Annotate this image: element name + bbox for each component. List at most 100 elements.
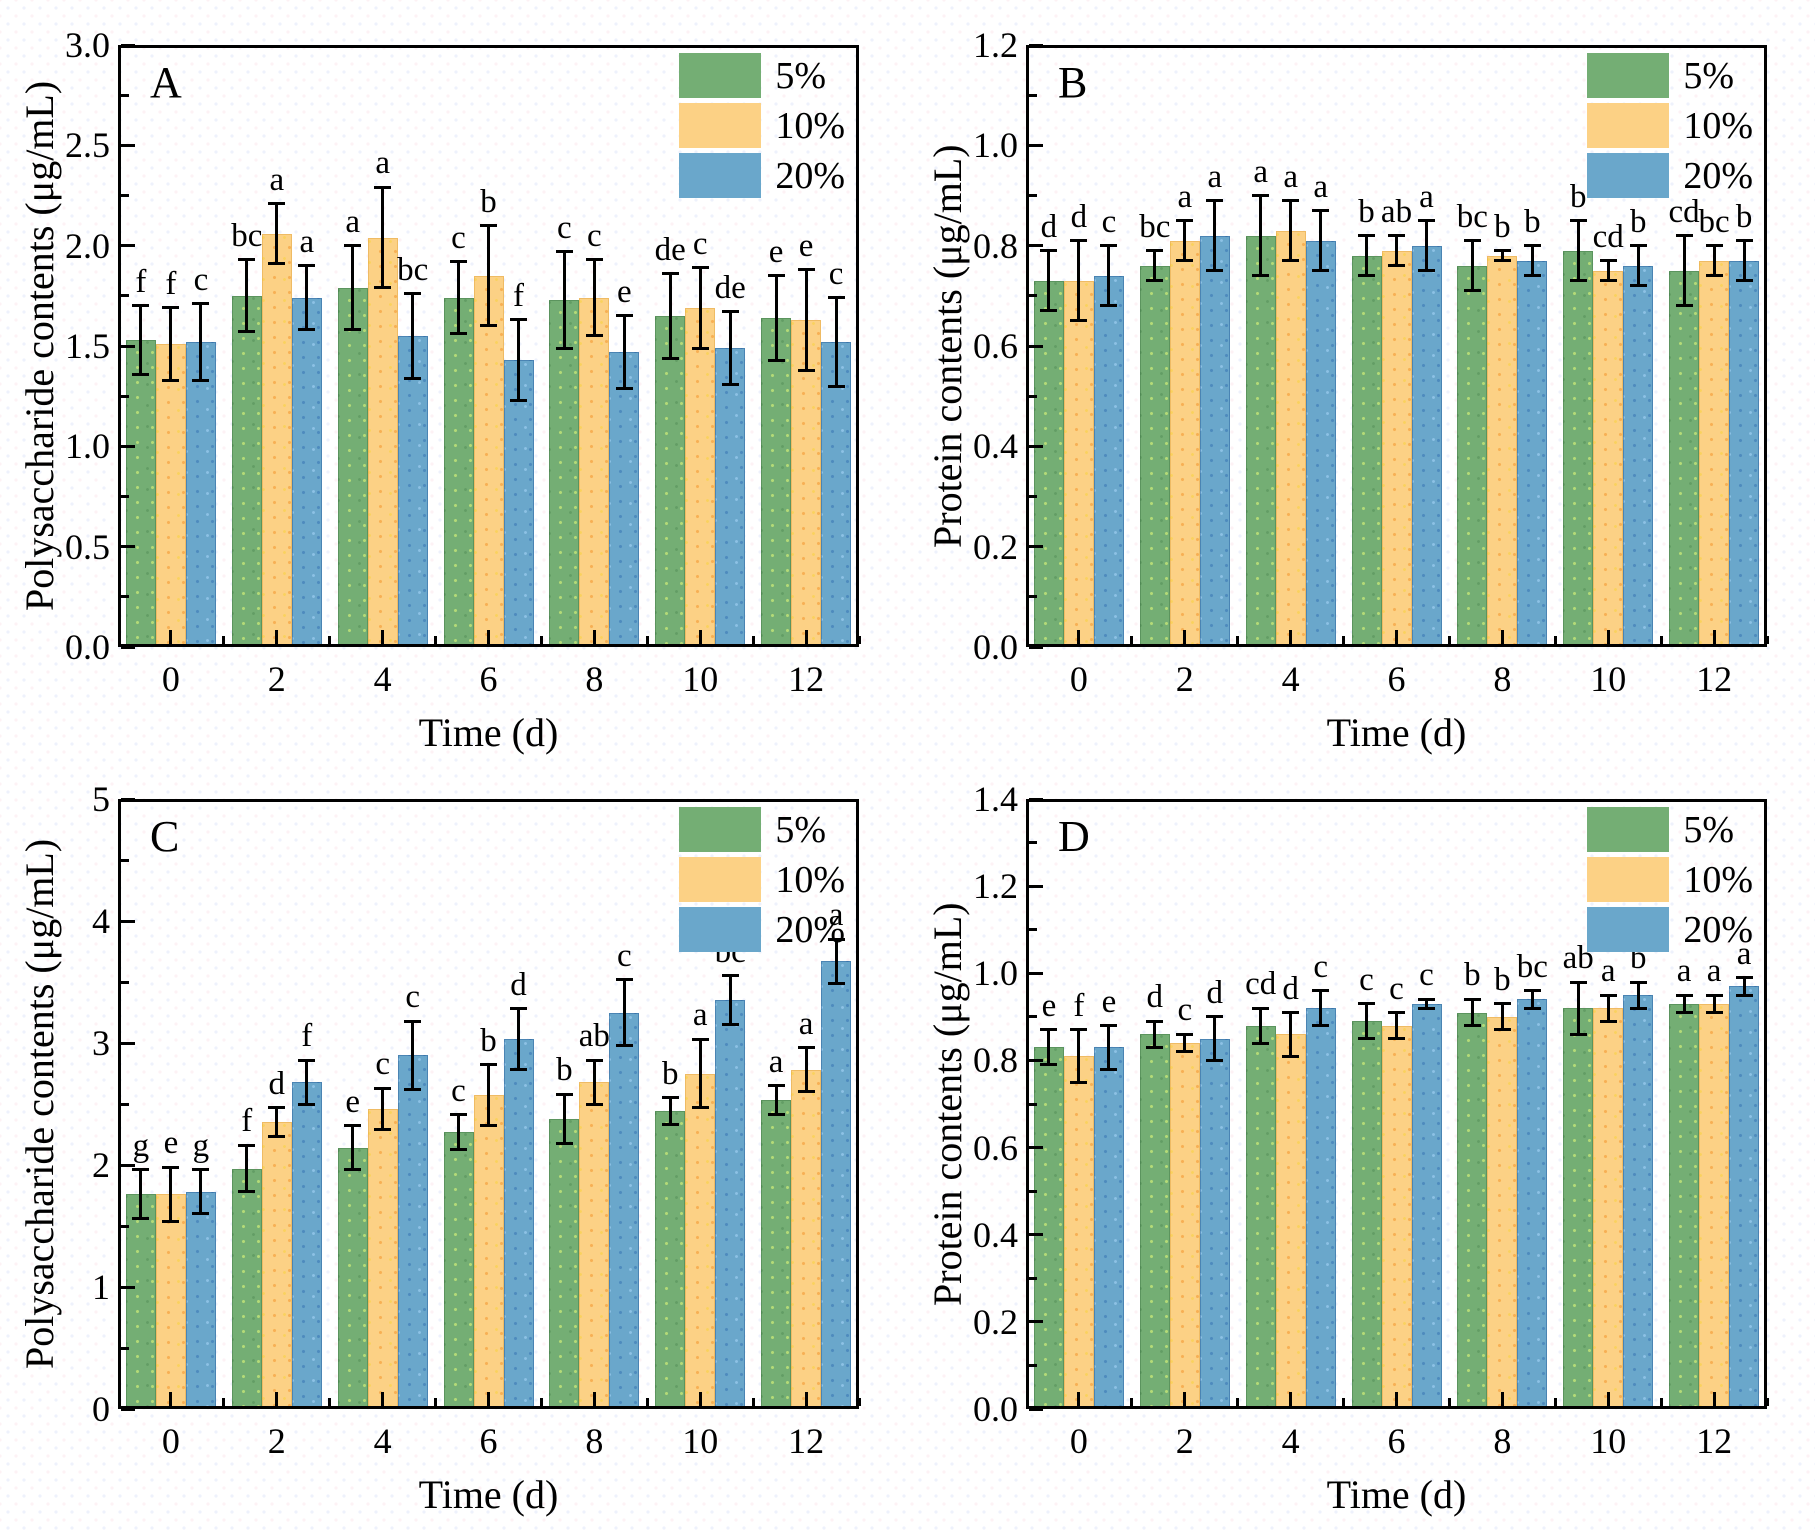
error-bar-cap-bottom <box>1070 319 1088 323</box>
x-major-tick <box>698 630 702 644</box>
error-bar-cap-bottom <box>1388 264 1405 268</box>
y-major-tick <box>1029 244 1043 248</box>
y-tick-label: 0 <box>92 1389 110 1429</box>
error-bar-cap-bottom <box>1312 269 1330 273</box>
bar-20%-day4 <box>1305 240 1336 647</box>
significance-letter: g <box>192 1127 210 1164</box>
bar-20%-day4 <box>1305 1008 1336 1409</box>
bar-20%-day2 <box>291 297 322 647</box>
error-bar <box>517 319 520 401</box>
y-tick-label: 2 <box>92 1145 110 1185</box>
y-minor-tick <box>1029 1363 1037 1367</box>
significance-letter: a <box>1207 158 1223 195</box>
x-tick-label: 6 <box>479 1421 498 1461</box>
x-major-tick <box>1500 1392 1504 1406</box>
bar-5%-day0 <box>125 1194 156 1409</box>
error-bar-cap-bottom <box>268 262 286 266</box>
significance-letter: e <box>617 273 632 310</box>
bar-20%-day12 <box>1729 986 1760 1409</box>
x-tick-label: 6 <box>1387 659 1406 699</box>
bar-20%-day2 <box>291 1082 322 1409</box>
x-minor-tick <box>1765 1398 1769 1406</box>
significance-letter: d <box>510 966 527 1003</box>
legend-swatch-5% <box>679 807 762 852</box>
significance-letter: d <box>1282 970 1299 1007</box>
legend-item-20%: 20% <box>1587 907 1753 952</box>
error-bar-cap-top <box>585 1058 603 1062</box>
significance-letter: cd <box>1592 218 1624 255</box>
error-bar-cap-bottom <box>1675 304 1693 308</box>
bar-5%-day0 <box>125 339 156 647</box>
error-bar-cap-top <box>1463 239 1481 243</box>
bar-5%-day2 <box>231 1168 262 1409</box>
error-bar <box>1183 220 1187 261</box>
error-bar-cap-bottom <box>661 356 679 360</box>
error-bar-cap-top <box>480 224 497 228</box>
bar-10%-day2 <box>1169 240 1200 647</box>
x-major-tick <box>1606 630 1610 644</box>
y-minor-tick <box>1029 1276 1037 1280</box>
significance-letter: de <box>654 231 686 268</box>
error-bar-cap-bottom <box>162 1219 180 1223</box>
legend-item-5%: 5% <box>1587 53 1753 98</box>
bar-5%-day6 <box>443 297 474 647</box>
error-bar <box>774 1085 778 1115</box>
error-bar-cap-bottom <box>1418 269 1435 273</box>
significance-letter: e <box>163 1125 179 1162</box>
error-bar-cap-top <box>132 304 150 308</box>
bar-5%-day6 <box>443 1132 474 1409</box>
error-bar-cap-top <box>1146 1019 1164 1023</box>
y-major-tick <box>1029 971 1043 975</box>
error-bar-cap-bottom <box>192 1212 210 1216</box>
plot-area-d: D e d cd c b ab a f c d c b a a e d c c bc b a 5% 10% 20% <box>1026 797 1769 1411</box>
error-bar <box>169 1167 173 1222</box>
significance-letter: c <box>692 225 708 262</box>
x-minor-tick <box>1553 1398 1557 1406</box>
significance-letter: a <box>1600 953 1616 990</box>
error-bar-cap-bottom <box>1523 1006 1541 1010</box>
x-tick-label: 2 <box>267 659 286 699</box>
legend-swatch-10% <box>1587 857 1670 902</box>
significance-letter: a <box>1706 953 1722 990</box>
error-bar <box>1500 250 1504 261</box>
y-tick-label: 0.5 <box>65 526 110 567</box>
x-tick-label: 10 <box>682 1421 719 1461</box>
error-bar <box>487 1064 490 1126</box>
error-bar <box>1636 982 1640 1009</box>
error-bar-cap-top <box>450 1113 467 1117</box>
bar-20%-day12 <box>821 961 852 1409</box>
y-tick-label: 2.5 <box>65 125 110 166</box>
error-bar-cap-bottom <box>661 1123 679 1127</box>
error-bar-cap-top <box>268 1106 286 1110</box>
error-bar-cap-bottom <box>555 1141 573 1145</box>
error-bar-cap-top <box>1523 244 1541 248</box>
y-minor-tick <box>121 1224 129 1228</box>
x-major-tick <box>275 630 279 644</box>
x-major-tick <box>804 630 808 644</box>
x-major-tick <box>1077 1392 1081 1406</box>
x-major-tick <box>1183 1392 1187 1406</box>
error-bar-cap-top <box>1735 976 1753 980</box>
y-tick-label: 1.4 <box>973 779 1018 819</box>
error-bar-cap-top <box>344 244 362 248</box>
y-tick-label: 0.0 <box>973 627 1018 667</box>
error-bar-cap-top <box>298 264 316 268</box>
significance-letter: a <box>1676 953 1692 990</box>
error-bar-cap-bottom <box>615 1043 633 1047</box>
error-bar-cap-top <box>721 310 739 314</box>
x-major-tick <box>1183 630 1187 644</box>
bar-5%-day12 <box>1669 270 1700 647</box>
error-bar-cap-bottom <box>1100 1067 1118 1071</box>
error-bar-cap-bottom <box>1206 269 1224 273</box>
bar-10%-day4 <box>1275 1034 1306 1409</box>
error-bar-cap-top <box>691 266 709 270</box>
x-minor-tick <box>1659 1398 1663 1406</box>
y-major-tick <box>1029 1320 1043 1324</box>
significance-letter: a <box>1419 178 1434 215</box>
x-major-tick <box>1289 630 1293 644</box>
error-bar-cap-bottom <box>344 1168 362 1172</box>
bar-5%-day2 <box>1139 265 1170 647</box>
x-minor-tick <box>1130 636 1134 644</box>
error-bar-cap-top <box>1312 989 1330 993</box>
error-bar <box>245 259 249 332</box>
